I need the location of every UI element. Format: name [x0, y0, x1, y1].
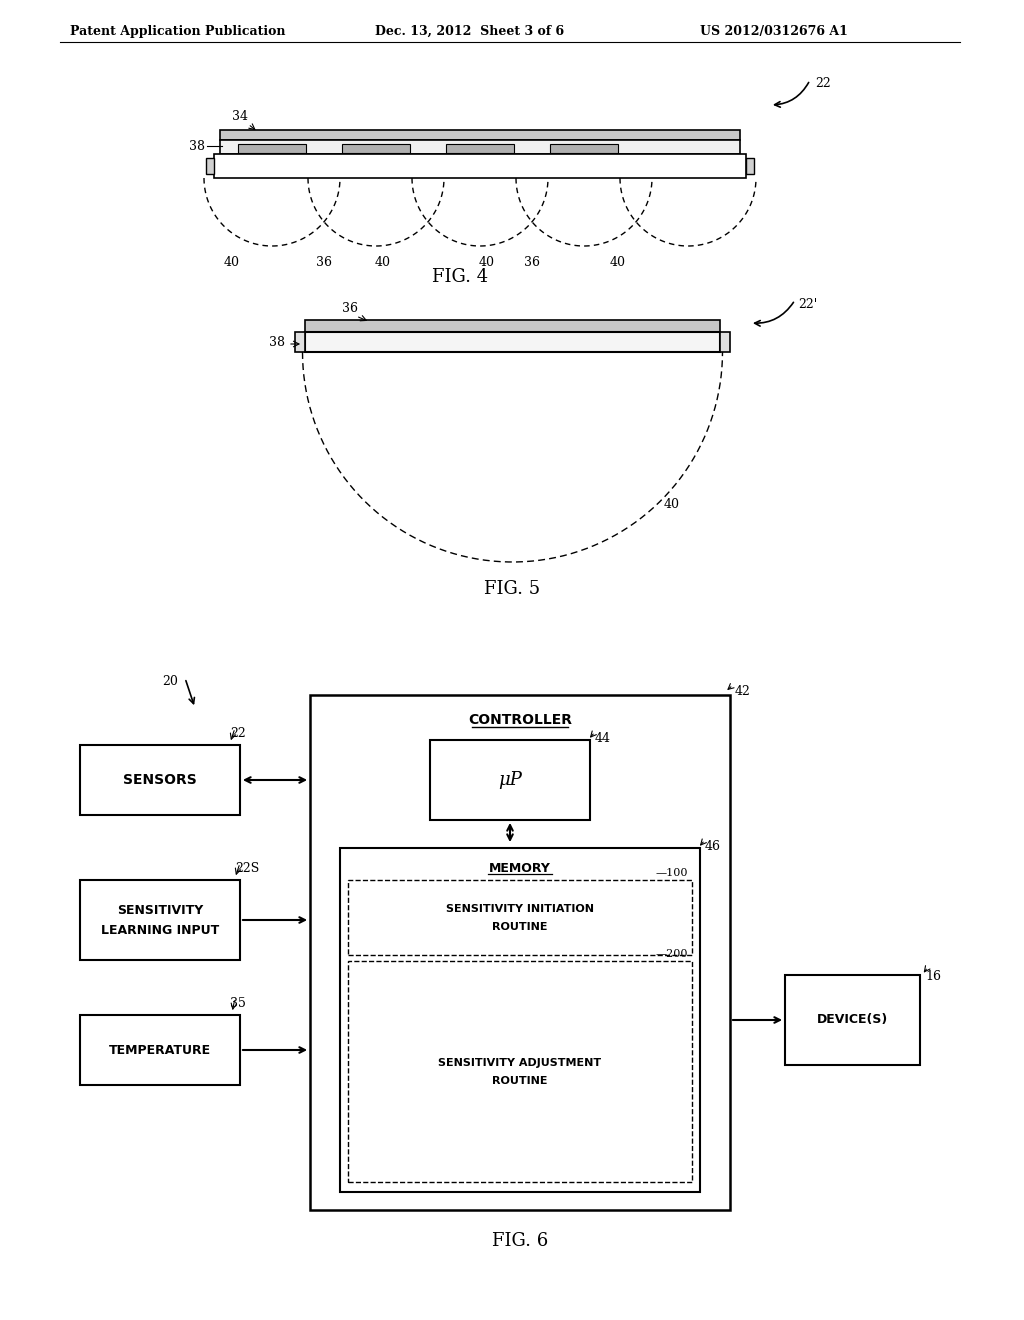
Text: 38: 38	[269, 335, 285, 348]
Text: US 2012/0312676 A1: US 2012/0312676 A1	[700, 25, 848, 38]
Bar	[446, 144, 514, 153]
Text: FIG. 6: FIG. 6	[492, 1232, 548, 1250]
Text: 36: 36	[342, 302, 358, 315]
Text: 35: 35	[230, 997, 246, 1010]
Bar	[80, 1015, 240, 1085]
Bar	[220, 140, 740, 154]
Bar	[342, 144, 410, 153]
Text: ROUTINE: ROUTINE	[493, 923, 548, 932]
Bar	[80, 744, 240, 814]
Text: 40: 40	[610, 256, 626, 269]
Text: Patent Application Publication: Patent Application Publication	[70, 25, 286, 38]
Text: 46: 46	[705, 840, 721, 853]
Text: 36: 36	[524, 256, 540, 269]
Text: CONTROLLER: CONTROLLER	[468, 713, 572, 727]
Text: —200: —200	[655, 949, 688, 960]
Bar	[206, 158, 214, 174]
Text: 36: 36	[316, 256, 332, 269]
Text: DEVICE(S): DEVICE(S)	[817, 1014, 888, 1027]
Text: 40: 40	[375, 256, 391, 269]
Bar	[348, 880, 692, 954]
Text: SENSITIVITY ADJUSTMENT: SENSITIVITY ADJUSTMENT	[438, 1059, 601, 1068]
Text: 40: 40	[664, 498, 680, 511]
Text: 38: 38	[189, 140, 205, 153]
Text: Dec. 13, 2012  Sheet 3 of 6: Dec. 13, 2012 Sheet 3 of 6	[375, 25, 564, 38]
Text: 22: 22	[230, 727, 246, 741]
Text: 20: 20	[162, 675, 178, 688]
Bar	[214, 154, 746, 178]
Text: SENSITIVITY INITIATION: SENSITIVITY INITIATION	[446, 904, 594, 915]
Bar	[80, 880, 240, 960]
Bar	[310, 696, 730, 1210]
Bar	[220, 129, 740, 140]
Text: LEARNING INPUT: LEARNING INPUT	[101, 924, 219, 936]
Text: 40: 40	[479, 256, 495, 269]
Bar	[295, 333, 305, 352]
Bar	[305, 319, 720, 333]
Text: 16: 16	[925, 970, 941, 983]
Text: FIG. 4: FIG. 4	[432, 268, 488, 286]
Text: ROUTINE: ROUTINE	[493, 1077, 548, 1086]
Text: 34: 34	[232, 110, 248, 123]
Text: SENSITIVITY: SENSITIVITY	[117, 903, 203, 916]
Text: 22: 22	[815, 77, 830, 90]
Bar	[340, 847, 700, 1192]
Bar	[430, 741, 590, 820]
Text: 40: 40	[223, 256, 240, 269]
Bar	[746, 158, 754, 174]
Bar	[348, 961, 692, 1181]
Bar	[305, 333, 720, 352]
Text: MEMORY: MEMORY	[489, 862, 551, 875]
Bar	[239, 144, 306, 153]
Bar	[720, 333, 730, 352]
Text: —100: —100	[655, 869, 688, 878]
Text: TEMPERATURE: TEMPERATURE	[109, 1044, 211, 1056]
Text: 22': 22'	[798, 298, 817, 312]
Text: SENSORS: SENSORS	[123, 774, 197, 787]
Bar	[550, 144, 617, 153]
Text: 44: 44	[595, 733, 611, 744]
Text: FIG. 5: FIG. 5	[484, 579, 541, 598]
Text: 22S: 22S	[234, 862, 259, 875]
Bar	[785, 975, 920, 1065]
Text: μP: μP	[498, 771, 522, 789]
Text: 42: 42	[735, 685, 751, 698]
